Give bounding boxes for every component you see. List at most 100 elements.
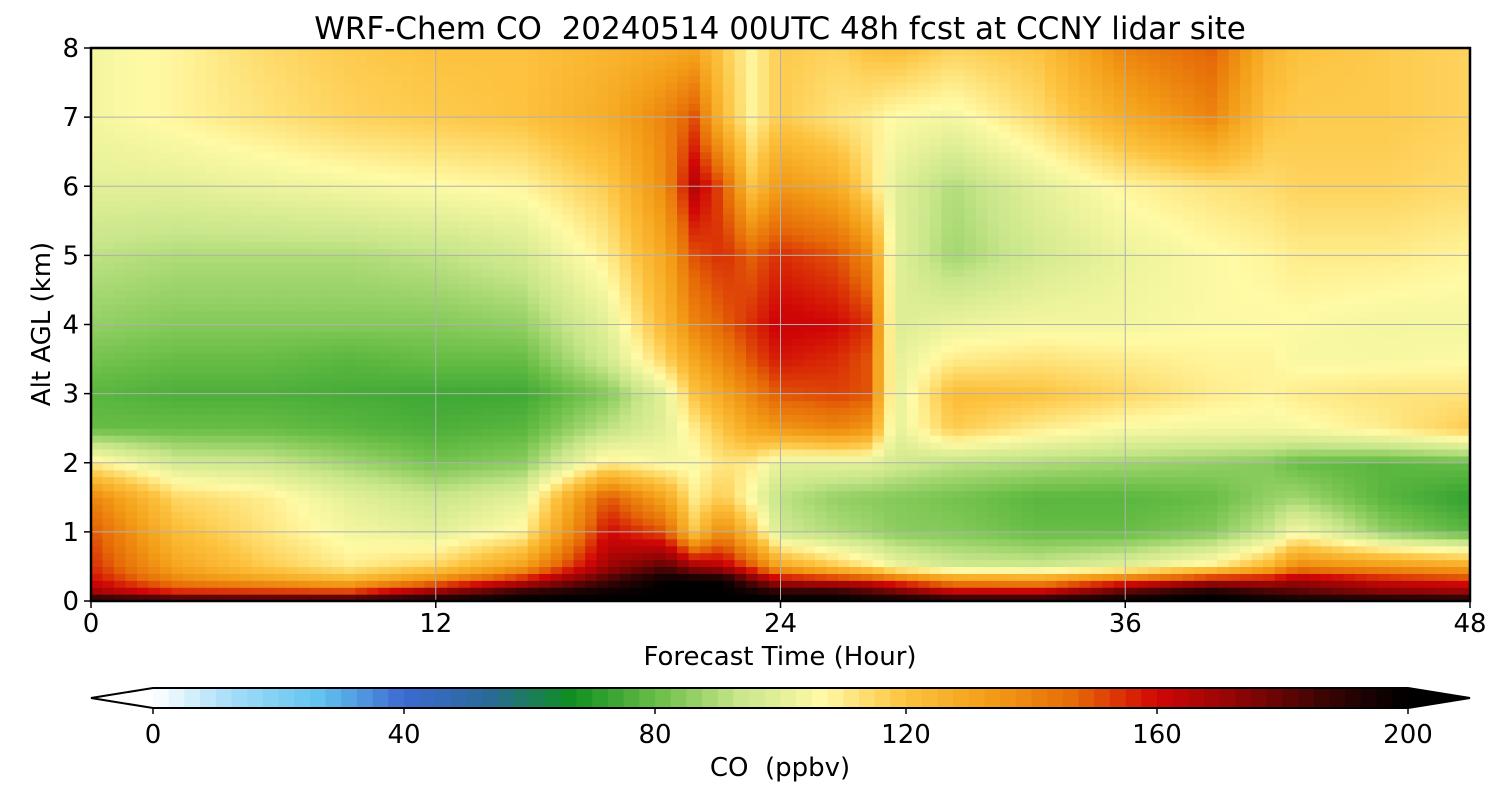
heat-cell [1056, 538, 1069, 547]
heat-cell [998, 511, 1011, 519]
heat-cell [136, 414, 150, 422]
heat-cell [320, 490, 333, 498]
heat-cell [1102, 552, 1115, 561]
heat-cell [182, 338, 196, 346]
heat-cell [550, 587, 563, 595]
heat-cell [1297, 559, 1310, 568]
heat-cell [125, 559, 138, 568]
heat-cell [481, 324, 494, 333]
heat-cell [1021, 511, 1034, 519]
heat-cell [435, 442, 448, 450]
heat-cell [1332, 511, 1345, 519]
heat-cell [1274, 476, 1287, 485]
heat-cell [608, 490, 621, 498]
heat-cell [883, 448, 897, 457]
heat-cell [665, 324, 678, 333]
heat-cell [872, 386, 885, 395]
heat-cell [309, 421, 322, 429]
heat-cell [240, 345, 253, 353]
heat-cell [1228, 372, 1241, 381]
heat-cell [102, 580, 115, 588]
heat-cell [562, 352, 575, 360]
heat-cell [516, 435, 529, 443]
heat-cell [849, 552, 862, 561]
heat-cell [631, 414, 644, 422]
heat-cell [378, 594, 391, 601]
heat-cell [769, 442, 782, 450]
heat-cell [481, 400, 494, 409]
heat-cell [205, 317, 219, 326]
heat-cell [1389, 524, 1402, 533]
heat-cell [1447, 345, 1460, 353]
heat-cell [447, 497, 460, 505]
heat-cell [1044, 462, 1057, 471]
heat-cell [1021, 448, 1034, 457]
heat-cell [608, 545, 621, 554]
heat-cell [1182, 552, 1195, 561]
heat-cell [1205, 497, 1218, 505]
heat-cell [297, 365, 310, 374]
heat-cell [136, 359, 150, 367]
heat-cell [205, 531, 219, 540]
heat-cell [780, 531, 793, 540]
heat-cell [975, 483, 988, 491]
heat-cell [849, 524, 862, 533]
heat-cell [274, 580, 287, 588]
heat-cell [941, 338, 954, 346]
heat-cell [102, 400, 115, 409]
heat-cell [412, 497, 425, 505]
heat-cell [1159, 317, 1172, 326]
heat-cell [1067, 594, 1080, 601]
heat-cell [654, 462, 667, 471]
heat-cell [723, 538, 736, 547]
heat-cell [1205, 421, 1218, 429]
heat-cell [1355, 359, 1368, 367]
heat-cell [1217, 559, 1230, 568]
heat-cell [1332, 324, 1345, 333]
heat-cell [1297, 483, 1310, 491]
heat-cell [562, 324, 575, 333]
heat-cell [711, 594, 724, 601]
heat-cell [493, 393, 506, 402]
heat-cell [1378, 331, 1391, 339]
heat-cell [1320, 538, 1333, 547]
heat-cell [562, 580, 575, 588]
heat-cell [837, 455, 851, 464]
heat-cell [596, 421, 609, 429]
heat-cell [780, 331, 793, 339]
heat-cell [194, 511, 207, 519]
heat-cell [711, 400, 724, 409]
heat-cell [1171, 462, 1184, 471]
heat-cell [389, 559, 402, 568]
heat-cell [1182, 518, 1195, 526]
heat-cell [366, 365, 379, 374]
heat-cell [458, 559, 471, 568]
heat-cell [654, 587, 667, 595]
heat-cell [1021, 407, 1034, 415]
heat-cell [539, 552, 552, 561]
heat-cell [286, 372, 299, 381]
heat-cell [1458, 338, 1470, 346]
heat-cell [573, 469, 586, 478]
heat-cell [1021, 421, 1034, 429]
heat-cell [849, 414, 862, 422]
heat-cell [125, 331, 138, 339]
heat-cell [102, 490, 115, 498]
heat-cell [435, 559, 448, 568]
heat-cell [1217, 324, 1230, 333]
heat-cell [1240, 345, 1253, 353]
heat-cell [1424, 393, 1437, 402]
heat-cell [1424, 511, 1437, 519]
heat-cell [1205, 442, 1218, 450]
heat-cell [159, 594, 173, 601]
heat-cell [1286, 428, 1299, 436]
heat-cell [1389, 338, 1402, 346]
heat-cell [470, 573, 483, 581]
heat-cell [608, 531, 621, 540]
heat-cell [1263, 594, 1276, 601]
heat-cell [1251, 504, 1264, 512]
heat-cell [964, 310, 977, 319]
heat-cell [1113, 531, 1126, 540]
heat-cell [688, 352, 701, 360]
heat-cell [1090, 594, 1103, 601]
